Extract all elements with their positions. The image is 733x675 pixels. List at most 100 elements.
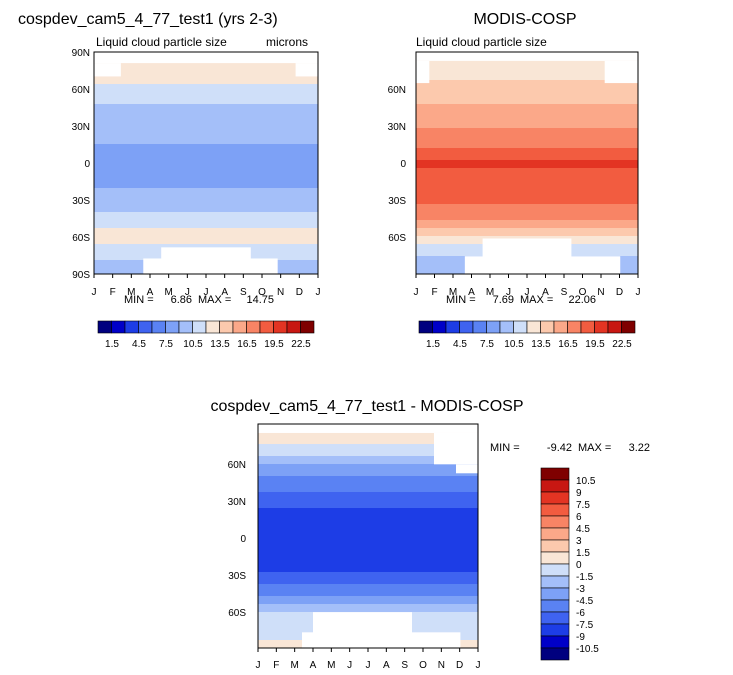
colorbar-swatch	[499, 320, 514, 334]
obs-field-band	[416, 164, 638, 169]
diff-colorbar-swatch	[540, 491, 570, 505]
diff-colorbar-swatch	[540, 515, 570, 529]
diff-field-band	[258, 608, 478, 613]
diff-field-band	[258, 456, 478, 461]
model-xtick-label: N	[277, 287, 284, 298]
obs-cbar-label: 7.5	[480, 339, 494, 350]
diff-cbar-label: 1.5	[576, 548, 590, 559]
obs-field-band	[416, 208, 638, 213]
diff-field-band	[258, 600, 478, 605]
diff-field-band	[258, 488, 478, 493]
diff-colorbar-swatch	[540, 479, 570, 493]
obs-field-band	[416, 112, 638, 117]
colorbar-swatch	[205, 320, 220, 334]
model-field-band	[94, 72, 318, 77]
model-field-band	[94, 136, 318, 141]
model-xtick-label: J	[92, 287, 97, 298]
diff-xtick-label: N	[438, 660, 445, 671]
obs-xtick-label: J	[636, 287, 641, 298]
diff-colorbar-swatch	[540, 635, 570, 649]
model-xtick-label: A	[147, 287, 154, 298]
model-field-band	[94, 92, 318, 97]
diff-field-band	[258, 508, 478, 513]
diff-cbar-label: 0	[576, 560, 582, 571]
obs-missing-data	[604, 60, 638, 84]
model-field-band	[94, 112, 318, 117]
obs-field-band	[416, 200, 638, 205]
model-field-band	[94, 100, 318, 105]
diff-colorbar-swatch	[540, 599, 570, 613]
obs-field-band	[416, 120, 638, 125]
colorbar-swatch	[513, 320, 528, 334]
model-field-band	[94, 88, 318, 93]
diff-colorbar-swatch	[540, 503, 570, 517]
colorbar-swatch	[621, 320, 636, 334]
model-field-band	[94, 152, 318, 157]
colorbar-swatch	[286, 320, 301, 334]
diff-xtick-label: J	[476, 660, 481, 671]
diff-cbar-label: -10.5	[576, 644, 599, 655]
model-subtitle: Liquid cloud particle size	[96, 35, 227, 49]
diff-xtick-label: D	[456, 660, 463, 671]
obs-field-band	[416, 216, 638, 221]
obs-xtick-label: J	[414, 287, 419, 298]
model-ytick: 60S	[72, 233, 90, 244]
colorbar-swatch	[526, 320, 541, 334]
model-cbar-label: 16.5	[237, 339, 257, 350]
diff-field-band	[258, 536, 478, 541]
model-cbar-label: 4.5	[132, 339, 146, 350]
diff-colorbar-swatch	[540, 551, 570, 565]
diff-field-band	[258, 516, 478, 521]
obs-field-band	[416, 172, 638, 177]
diff-field-band	[258, 532, 478, 537]
obs-xtick-label: M	[449, 287, 457, 298]
model-field-band	[94, 108, 318, 113]
model-field-band	[94, 192, 318, 197]
colorbar-swatch	[219, 320, 234, 334]
diff-cbar-label: 6	[576, 512, 582, 523]
diff-cbar-label: -7.5	[576, 620, 594, 631]
diff-colorbar-swatch	[540, 527, 570, 541]
obs-field-band	[416, 72, 638, 77]
panel-obs: MODIS-COSP Liquid cloud particle size 60…	[388, 11, 641, 350]
diff-field-band	[258, 596, 478, 601]
obs-field-band	[416, 236, 638, 241]
diff-field-band	[258, 452, 478, 457]
diff-field-band	[258, 560, 478, 565]
diff-colorbar-swatch	[540, 647, 570, 661]
diff-field-band	[258, 580, 478, 585]
obs-field-band	[416, 220, 638, 225]
diff-field-band	[258, 504, 478, 509]
colorbar-swatch	[246, 320, 261, 334]
obs-field-band	[416, 124, 638, 129]
diff-field-band	[258, 444, 478, 449]
obs-min-value: 7.69	[493, 294, 514, 306]
obs-field-band	[416, 160, 638, 165]
model-field-band	[94, 68, 318, 73]
model-field-band	[94, 184, 318, 189]
obs-ytick: 60S	[388, 233, 406, 244]
model-field-band	[94, 144, 318, 149]
model-field-band	[94, 128, 318, 133]
model-min-label: MIN =	[124, 294, 154, 306]
model-xtick-label: M	[164, 287, 172, 298]
obs-xtick-label: A	[542, 287, 549, 298]
obs-field-band	[416, 136, 638, 141]
diff-field-band	[258, 512, 478, 517]
diff-field-band	[258, 484, 478, 489]
model-ytick: 90N	[72, 48, 90, 59]
obs-field-band	[416, 116, 638, 121]
obs-field-band	[416, 60, 638, 65]
colorbar-swatch	[178, 320, 193, 334]
model-xtick-label: D	[296, 287, 303, 298]
model-cbar-label: 13.5	[210, 339, 230, 350]
model-field-band	[94, 164, 318, 169]
obs-field-band	[416, 232, 638, 237]
model-ytick: 30N	[72, 122, 90, 133]
colorbar-swatch	[97, 320, 112, 334]
diff-field-band	[258, 520, 478, 525]
colorbar-swatch	[580, 320, 595, 334]
model-min-value: 6.86	[171, 294, 192, 306]
panel-model: cospdev_cam5_4_77_test1 (yrs 2-3) Liquid…	[18, 11, 321, 350]
